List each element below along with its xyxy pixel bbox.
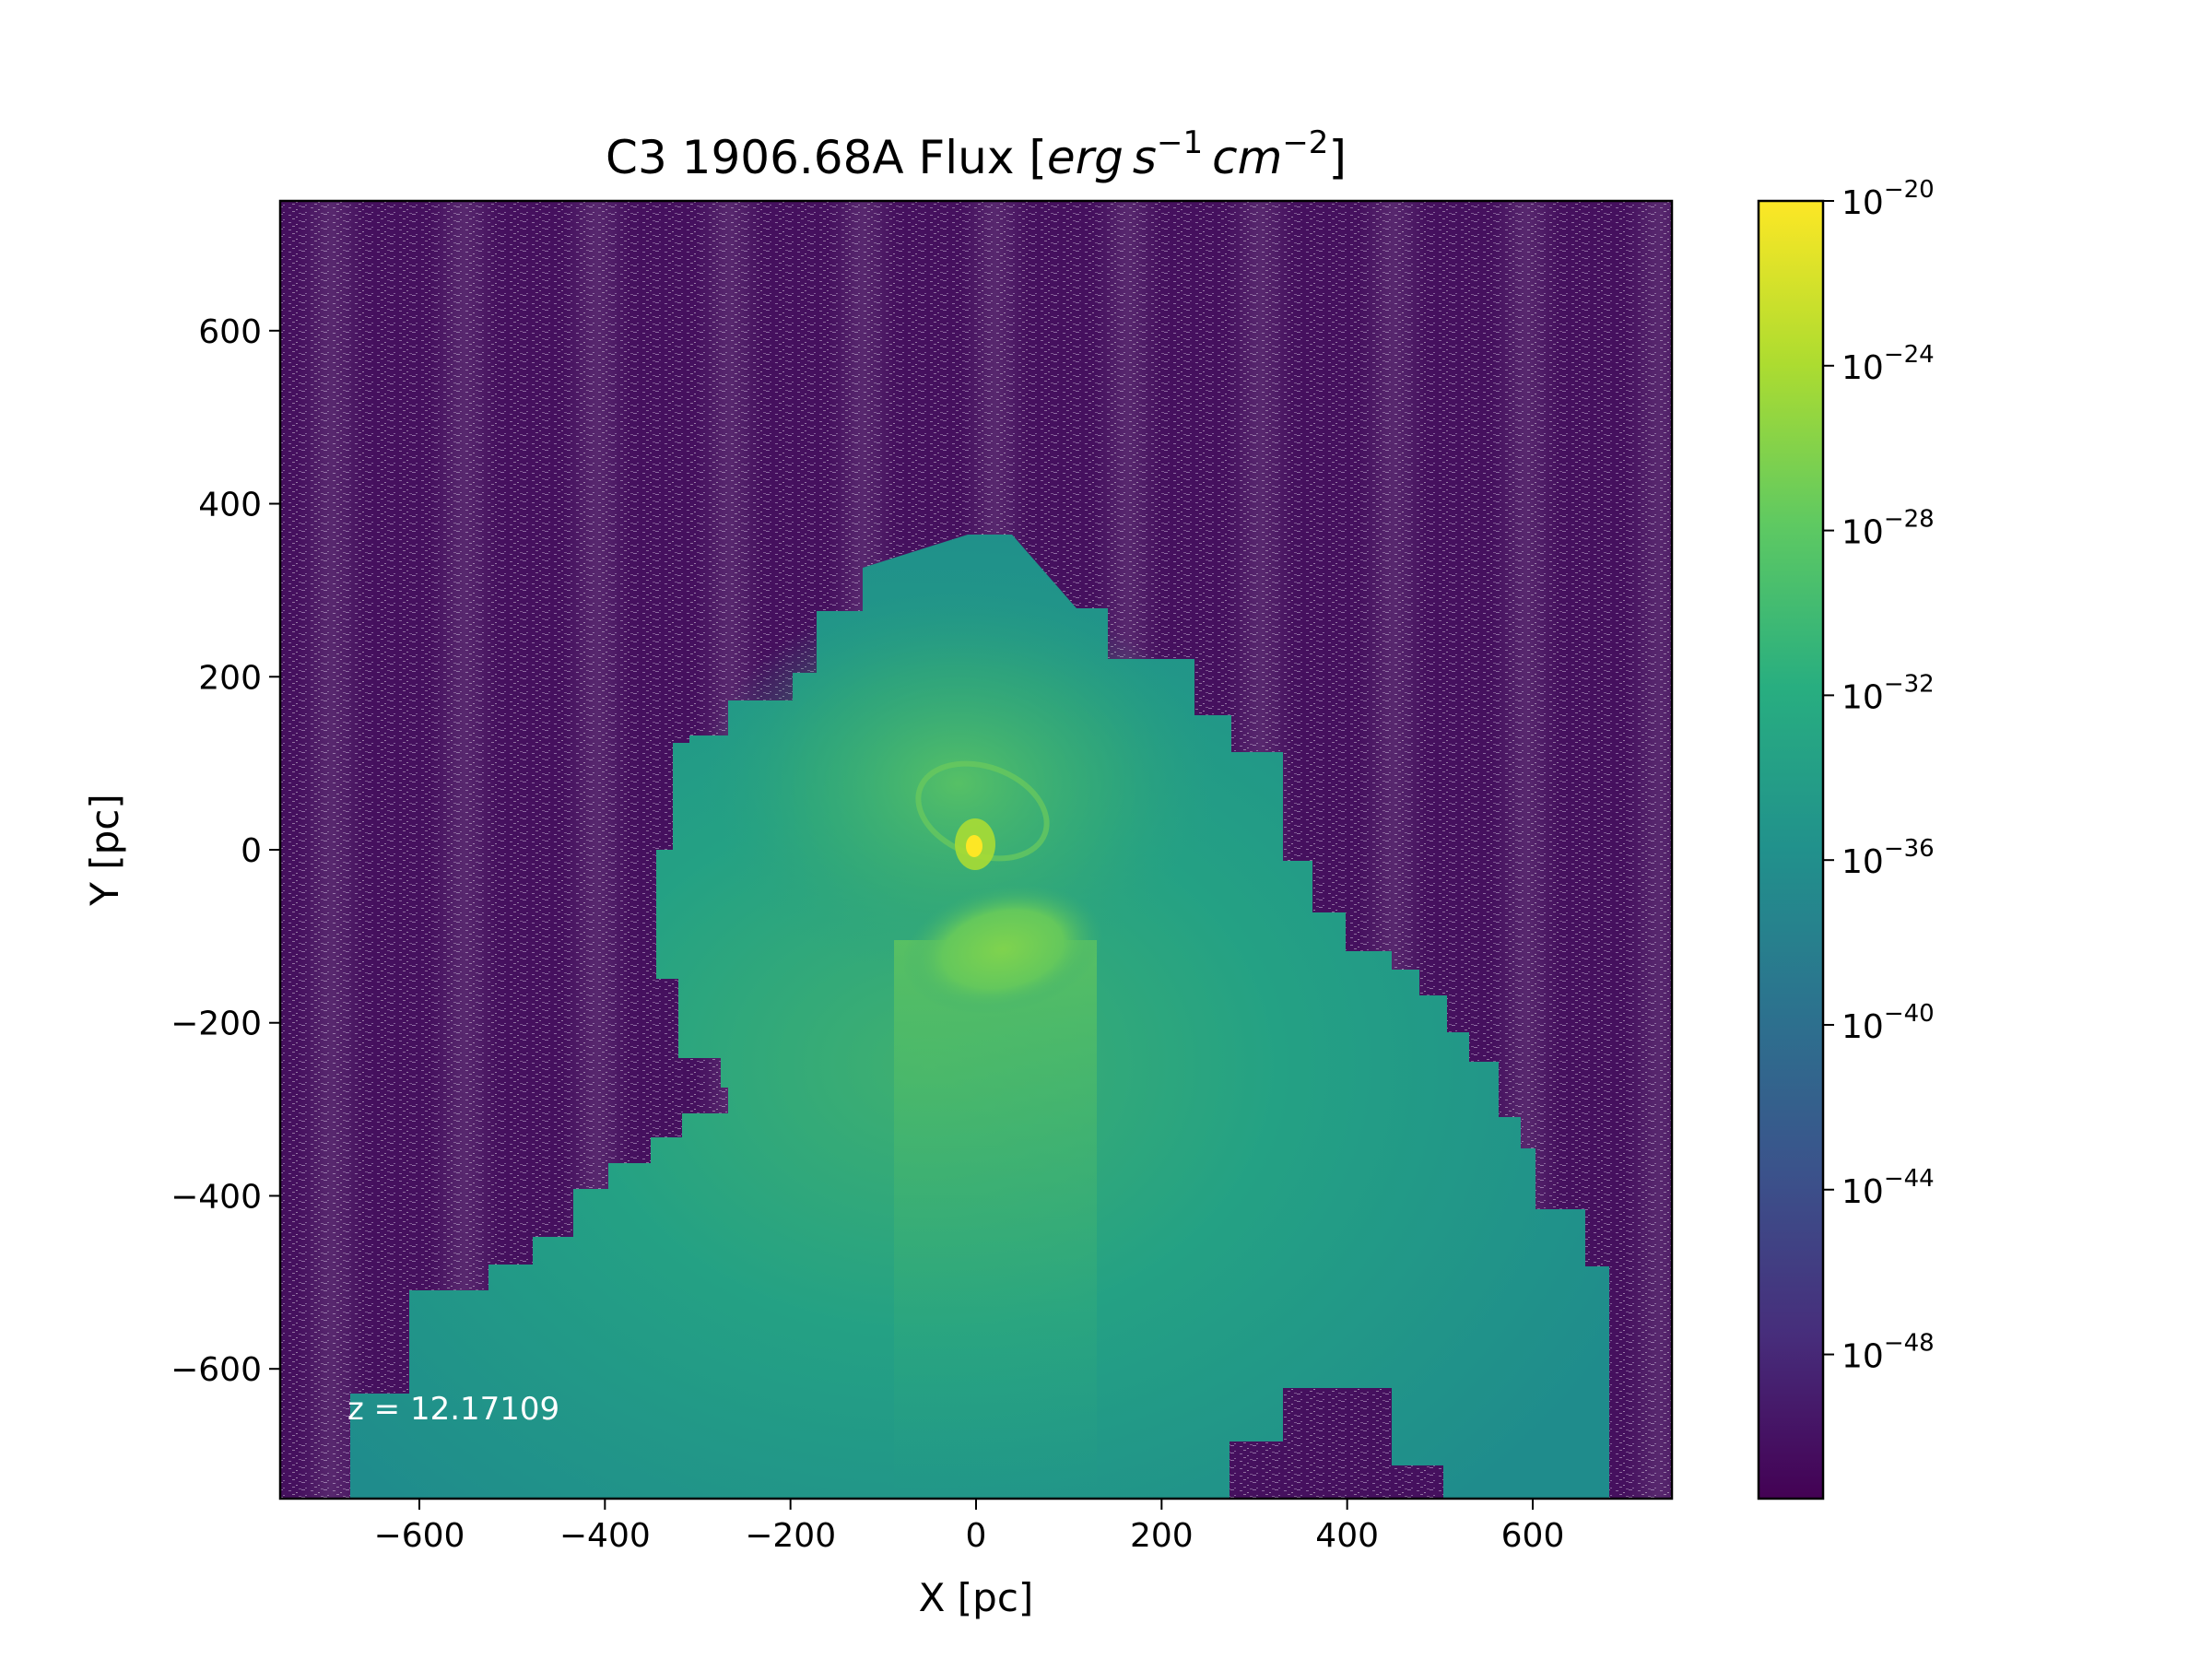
title-unit-cm: cm — [1212, 131, 1282, 184]
title-unit-cm-exp: −2 — [1282, 124, 1328, 161]
x-axis-label: X [pc] — [919, 1575, 1034, 1620]
chart-title: C3 1906.68A Flux [erg s−1 cm−2] — [606, 124, 1347, 184]
colorbar-tick-label: 10−24 — [1841, 341, 1935, 387]
y-tick-label: 400 — [198, 487, 262, 524]
colorbar-tick-label: 10−40 — [1841, 1000, 1935, 1046]
heatmap-plot — [280, 201, 1672, 1499]
x-tick-label: 400 — [1315, 1517, 1379, 1555]
title-prefix: C3 1906.68A Flux [ — [606, 131, 1047, 184]
y-axis-ticks: −600 −400 −200 0 200 400 600 — [171, 313, 280, 1389]
x-tick-label: 200 — [1130, 1517, 1194, 1555]
colorbar-tick-label: 10−28 — [1841, 506, 1935, 552]
emission-lobe — [902, 884, 1103, 1015]
colorbar-tick-label: 10−36 — [1841, 835, 1935, 881]
upper-gas-glow — [700, 590, 1217, 977]
bright-core — [966, 835, 982, 857]
x-tick-label: 0 — [966, 1517, 987, 1555]
southern-outflow — [894, 940, 1097, 1499]
title-suffix: ] — [1328, 131, 1347, 184]
x-tick-label: 600 — [1501, 1517, 1565, 1555]
y-tick-label: 0 — [241, 832, 262, 870]
colorbar — [1757, 199, 1825, 1500]
x-tick-label: −600 — [374, 1517, 465, 1555]
y-tick-label: 600 — [198, 313, 262, 351]
title-unit-s: s — [1133, 131, 1157, 184]
y-tick-label: −400 — [171, 1178, 262, 1216]
title-unit-s-exp: −1 — [1157, 124, 1203, 161]
y-tick-label: −600 — [171, 1351, 262, 1389]
y-tick-label: 200 — [198, 659, 262, 697]
y-axis-label: Y [pc] — [82, 794, 127, 907]
y-tick-label: −200 — [171, 1006, 262, 1043]
colorbar-tick-label: 10−48 — [1841, 1330, 1935, 1376]
lower-right-noise-patch — [1230, 1388, 1443, 1499]
noise-stripe — [431, 201, 498, 1499]
x-axis-ticks: −600 −400 −200 0 200 400 600 — [374, 1499, 1565, 1555]
colorbar-tick-label: 10−44 — [1841, 1165, 1935, 1211]
colorbar-ticks: 10−20 10−24 10−28 10−32 10−36 10−40 10−44 10−48 — [1823, 176, 1935, 1376]
noise-stripe — [299, 201, 365, 1499]
x-tick-label: −400 — [559, 1517, 651, 1555]
noise-stripe — [1626, 201, 1672, 1499]
title-unit-erg: erg — [1047, 131, 1124, 184]
colorbar-tick-label: 10−32 — [1841, 670, 1935, 716]
colorbar-tick-label: 10−20 — [1841, 176, 1935, 222]
redshift-annotation: z = 12.17109 — [347, 1391, 559, 1428]
x-tick-label: −200 — [745, 1517, 836, 1555]
